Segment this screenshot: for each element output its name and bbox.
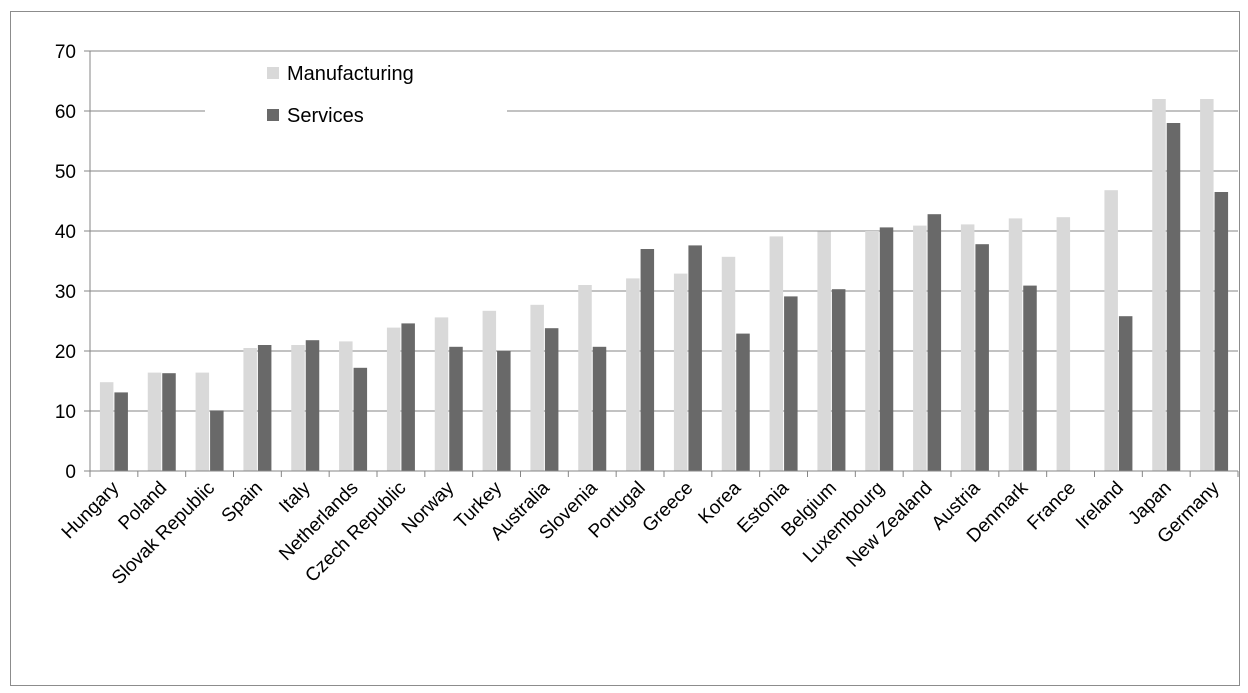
x-tick-label: Spain [218, 478, 267, 527]
bar-manufacturing [769, 236, 784, 471]
bar-services [353, 367, 368, 471]
y-tick-label: 50 [55, 162, 76, 183]
y-tick-label: 40 [55, 222, 76, 243]
x-tick-label: France [1023, 478, 1080, 535]
bar-services [210, 410, 224, 471]
bar-manufacturing [865, 231, 879, 471]
bar-services [640, 249, 655, 471]
bar-manufacturing [243, 348, 257, 471]
bar-services [497, 351, 511, 471]
bar-services [688, 245, 702, 471]
x-tick-label: Ireland [1072, 478, 1128, 534]
bar-services [401, 323, 415, 471]
bar-services [305, 340, 320, 471]
gridlines [90, 50, 1238, 412]
bar-services [544, 328, 559, 471]
x-tick-label: Norway [398, 477, 459, 538]
bars [99, 99, 1229, 471]
bar-services [257, 345, 272, 471]
bar-manufacturing [291, 345, 305, 471]
bar-services [736, 333, 750, 471]
bar-manufacturing [673, 273, 688, 471]
bar-manufacturing [147, 372, 162, 471]
bar-services [831, 289, 846, 471]
bar-manufacturing [195, 372, 210, 471]
bar-services [1214, 192, 1229, 471]
y-tick-label: 60 [55, 102, 76, 123]
bar-manufacturing [434, 317, 449, 471]
bar-services [1023, 285, 1037, 471]
bar-manufacturing [1152, 99, 1166, 471]
x-tick-label: New Zealand [843, 478, 937, 572]
bar-manufacturing [1200, 99, 1214, 471]
bar-services [449, 346, 463, 471]
bar-manufacturing [339, 341, 353, 471]
y-tick-label: 20 [55, 342, 76, 363]
bar-manufacturing [960, 224, 975, 471]
legend-swatch-services [267, 109, 279, 121]
y-tick-label: 0 [65, 462, 76, 483]
x-tick-label: Hungary [58, 477, 124, 543]
bar-manufacturing [578, 285, 592, 471]
x-tick-label: Italy [275, 477, 315, 517]
bar-services [927, 214, 942, 471]
bar-services [592, 346, 607, 471]
bar-manufacturing [386, 327, 401, 471]
y-tick-label: 10 [55, 402, 76, 423]
bar-manufacturing [1104, 190, 1118, 471]
legend: Manufacturing Services [205, 55, 507, 141]
bar-manufacturing [721, 256, 736, 471]
bar-manufacturing [1008, 218, 1023, 471]
bar-manufacturing [99, 382, 114, 471]
y-tick-label: 70 [55, 42, 76, 63]
bar-manufacturing [482, 310, 497, 471]
bar-manufacturing [530, 304, 544, 471]
legend-label-manufacturing: Manufacturing [287, 63, 414, 85]
x-tick-label: Greece [639, 478, 698, 537]
bar-manufacturing [913, 225, 927, 471]
legend-label-services: Services [287, 105, 364, 127]
y-tick-label: 30 [55, 282, 76, 303]
bar-services [784, 296, 798, 471]
bar-services [1118, 316, 1133, 471]
bar-manufacturing [626, 278, 640, 471]
bar-services [1166, 123, 1181, 471]
bar-manufacturing [817, 231, 831, 471]
bar-services [162, 373, 176, 471]
bar-manufacturing [1056, 217, 1071, 471]
legend-bg [205, 55, 507, 141]
legend-swatch-manufacturing [267, 67, 279, 79]
bar-services [114, 392, 128, 471]
bar-services [975, 244, 989, 471]
bar-services [879, 227, 894, 471]
